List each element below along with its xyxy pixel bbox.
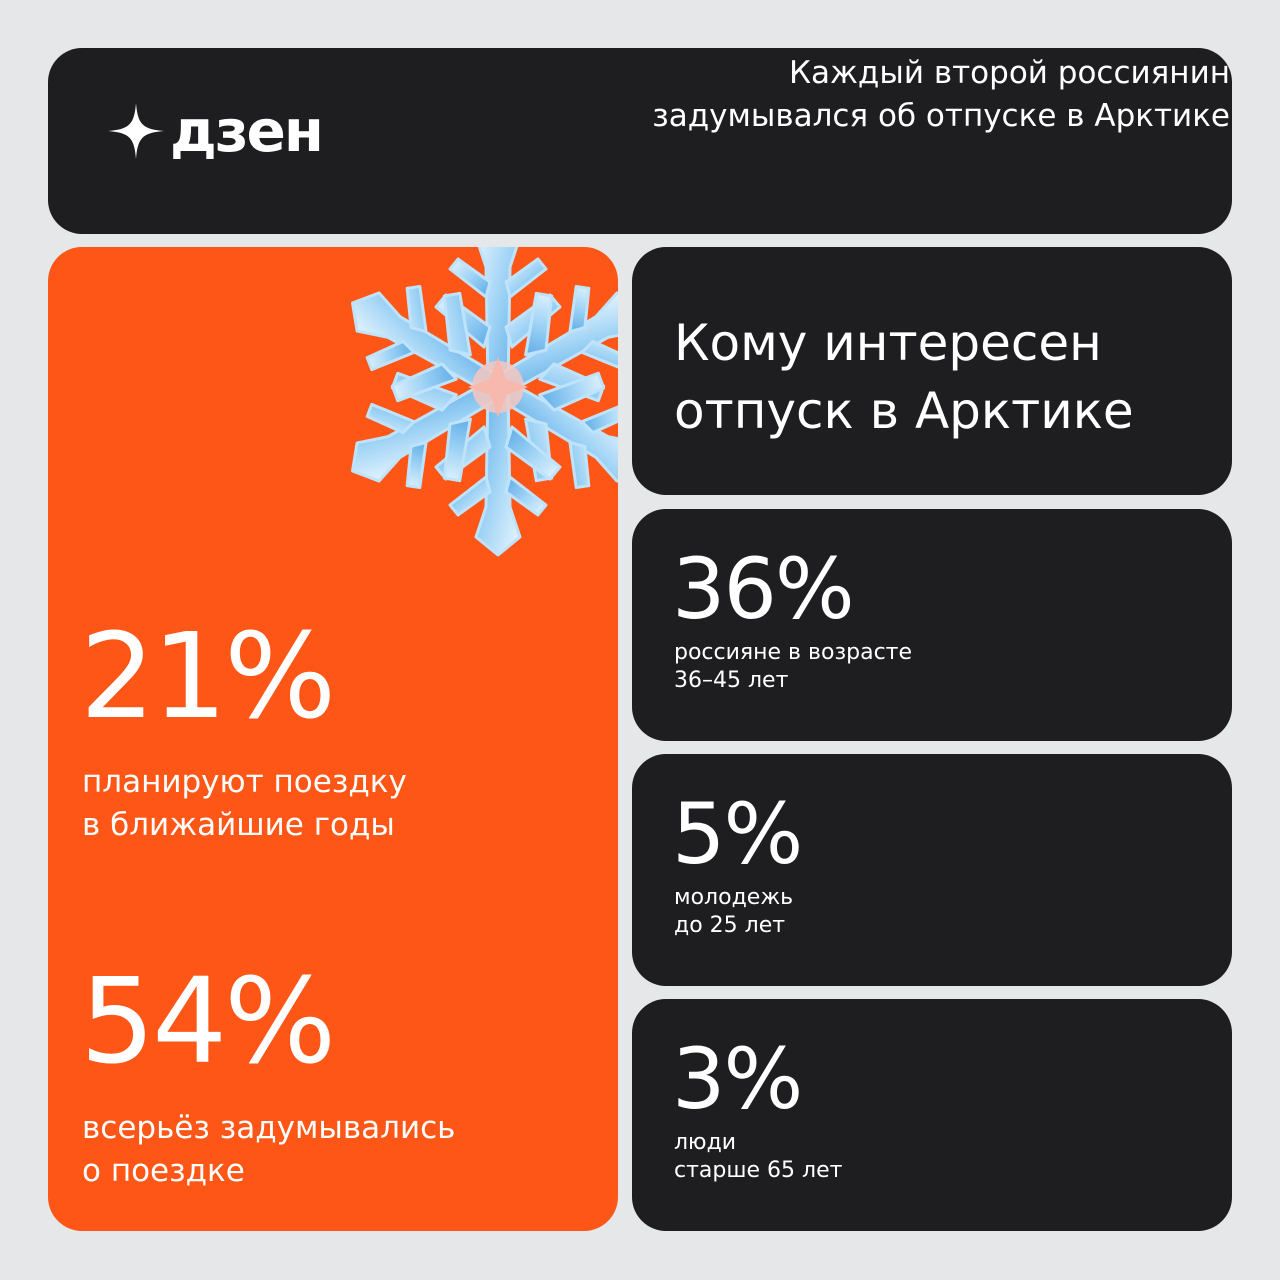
section-title: Кому интересен отпуск в Арктике	[674, 309, 1214, 445]
right-title-card: Кому интересен отпуск в Арктике	[632, 247, 1232, 495]
header-banner	[48, 48, 1232, 234]
snowflake-icon	[320, 247, 618, 557]
stat-value: 36%	[672, 540, 855, 638]
stat-value-planning: 21%	[80, 607, 336, 745]
stat-value: 3%	[672, 1030, 803, 1128]
section-title-line-2: отпуск в Арктике	[674, 382, 1134, 440]
stat-caption: люди старше 65 лет	[674, 1129, 1174, 1185]
dzen-logo: дзен	[108, 97, 324, 165]
caption-line-1: планируют поездку	[82, 764, 407, 800]
stat-caption-considered: всерьёз задумывались о поездке	[82, 1107, 582, 1193]
caption-line-2: о поездке	[82, 1153, 245, 1189]
caption-line-2: в ближайшие годы	[82, 807, 395, 843]
four-point-star-icon	[108, 103, 164, 159]
header-title: Каждый второй россиянин задумывался об о…	[530, 52, 1230, 138]
caption-line-1: россияне в возрасте	[674, 640, 913, 665]
stat-caption: россияне в возрасте 36–45 лет	[674, 639, 1174, 695]
caption-line-2: 36–45 лет	[674, 668, 789, 693]
caption-line-1: люди	[674, 1130, 737, 1155]
stat-card-over-65: 3% люди старше 65 лет	[632, 999, 1232, 1231]
logo-text: дзен	[170, 97, 324, 165]
caption-line-1: молодежь	[674, 885, 794, 910]
header-title-line-1: Каждый второй россиянин	[789, 55, 1230, 91]
caption-line-2: до 25 лет	[674, 913, 786, 938]
header-title-line-2: задумывался об отпуске в Арктике	[652, 98, 1230, 134]
section-title-line-1: Кому интересен	[674, 314, 1102, 372]
stat-card-youth: 5% молодежь до 25 лет	[632, 754, 1232, 986]
caption-line-2: старше 65 лет	[674, 1158, 843, 1183]
stat-card-age-36-45: 36% россияне в возрасте 36–45 лет	[632, 509, 1232, 741]
stat-caption: молодежь до 25 лет	[674, 884, 1174, 940]
left-stats-card: 21% планируют поездку в ближайшие годы 5…	[48, 247, 618, 1231]
stat-value-considered: 54%	[80, 952, 336, 1090]
stat-value: 5%	[672, 785, 803, 883]
caption-line-1: всерьёз задумывались	[82, 1110, 456, 1146]
stat-caption-planning: планируют поездку в ближайшие годы	[82, 761, 582, 847]
